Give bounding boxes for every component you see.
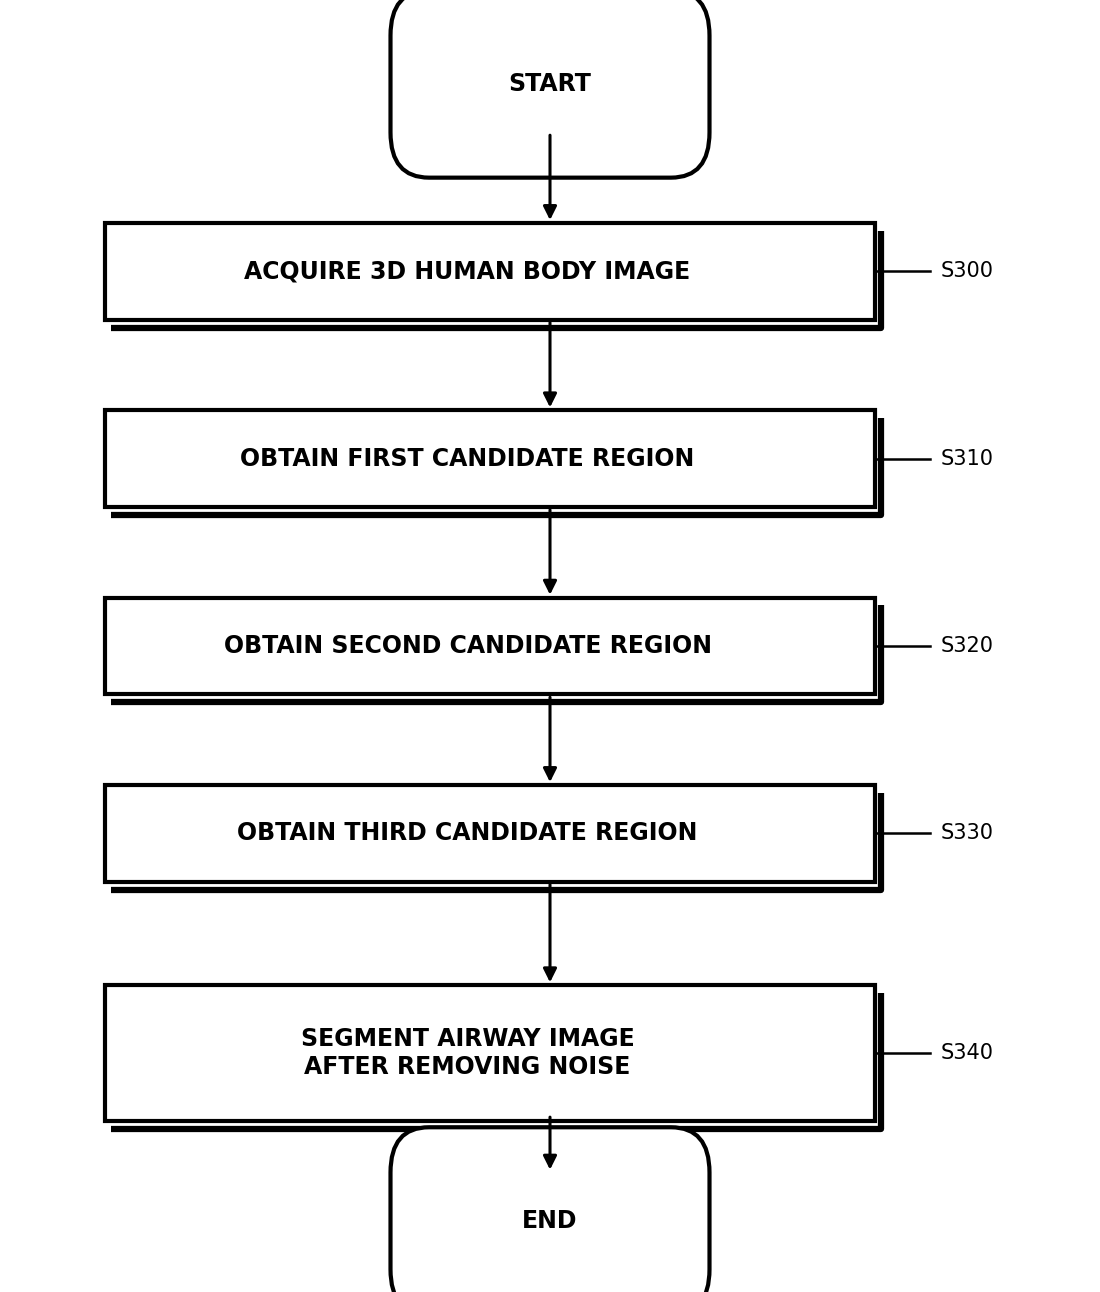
Bar bbox=[104, 985, 875, 1120]
Text: OBTAIN FIRST CANDIDATE REGION: OBTAIN FIRST CANDIDATE REGION bbox=[241, 447, 694, 470]
Bar bbox=[104, 784, 875, 881]
Text: OBTAIN SECOND CANDIDATE REGION: OBTAIN SECOND CANDIDATE REGION bbox=[223, 634, 712, 658]
Text: ACQUIRE 3D HUMAN BODY IMAGE: ACQUIRE 3D HUMAN BODY IMAGE bbox=[244, 260, 691, 283]
Text: S340: S340 bbox=[940, 1043, 993, 1063]
FancyBboxPatch shape bbox=[390, 0, 710, 177]
Bar bbox=[104, 222, 875, 319]
FancyBboxPatch shape bbox=[390, 1127, 710, 1292]
Text: OBTAIN THIRD CANDIDATE REGION: OBTAIN THIRD CANDIDATE REGION bbox=[238, 822, 697, 845]
Text: START: START bbox=[508, 72, 592, 96]
Text: S320: S320 bbox=[940, 636, 993, 656]
Bar bbox=[104, 597, 875, 694]
Text: S300: S300 bbox=[940, 261, 993, 282]
Text: S330: S330 bbox=[940, 823, 993, 844]
Text: END: END bbox=[522, 1209, 578, 1233]
Bar bbox=[104, 410, 875, 506]
Text: S310: S310 bbox=[940, 448, 993, 469]
Text: SEGMENT AIRWAY IMAGE
AFTER REMOVING NOISE: SEGMENT AIRWAY IMAGE AFTER REMOVING NOIS… bbox=[300, 1027, 635, 1079]
